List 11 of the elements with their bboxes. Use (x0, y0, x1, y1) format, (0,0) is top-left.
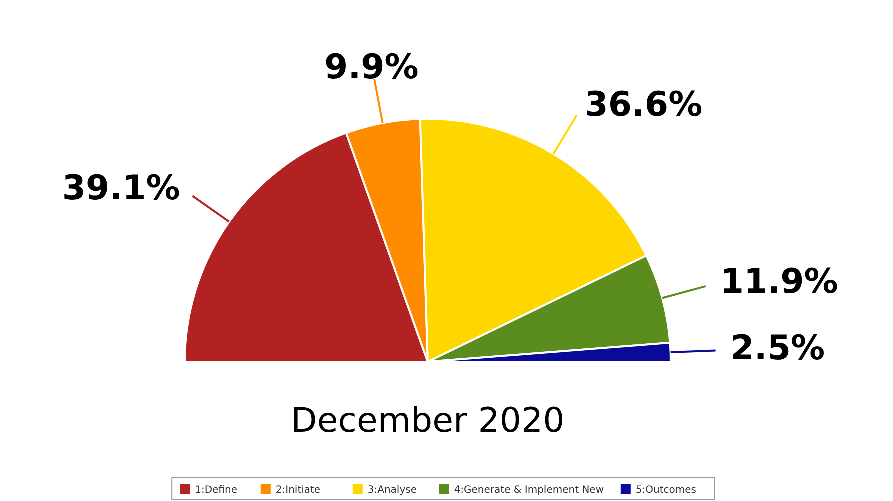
legend-label: 3:Analyse (368, 485, 418, 496)
legend-label: 5:Outcomes (636, 485, 696, 496)
data-label: 39.1% (62, 168, 180, 209)
data-label: 9.9% (324, 47, 419, 88)
legend-label: 1:Define (195, 485, 238, 496)
data-label: 36.6% (584, 85, 703, 126)
legend-label: 2:Initiate (276, 485, 321, 496)
data-label: 2.5% (730, 328, 826, 369)
legend-label: 4:Generate & Implement New (454, 485, 604, 496)
data-label: 11.9% (720, 262, 838, 302)
text: December 2020 (291, 401, 565, 441)
